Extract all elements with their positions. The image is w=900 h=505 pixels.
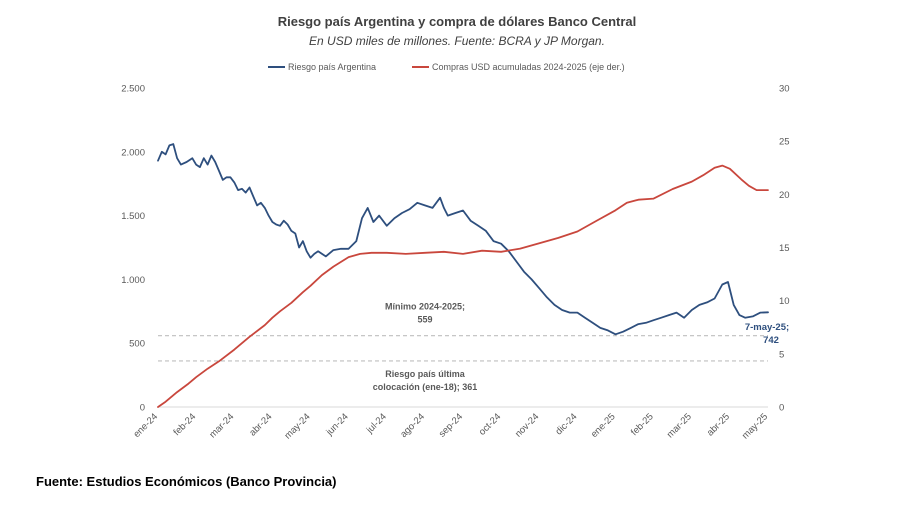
- chart-subtitle: En USD miles de millones. Fuente: BCRA y…: [309, 34, 605, 48]
- y-right-tick-label: 20: [779, 190, 790, 201]
- legend: Riesgo país Argentina Compras USD acumul…: [268, 62, 625, 72]
- legend-label-riesgo: Riesgo país Argentina: [288, 62, 376, 72]
- series-line-riesgo-pais: [157, 143, 769, 336]
- y-left-tick-label: 1.500: [121, 211, 145, 222]
- x-tick-label: abr-24: [247, 411, 274, 438]
- x-tick-label: dic-24: [553, 411, 579, 437]
- y-left-tick-label: 500: [129, 339, 145, 350]
- x-tick-label: feb-24: [171, 411, 198, 438]
- x-tick-label: nov-24: [513, 411, 541, 439]
- end-label: 7-may-25; 742: [745, 322, 789, 346]
- end-label-line2: 742: [763, 335, 779, 346]
- x-tick-label: jun-24: [324, 411, 351, 438]
- x-tick-label: ene-25: [589, 411, 618, 440]
- end-label-line1: 7-may-25;: [745, 322, 789, 333]
- x-tick-label: abr-25: [705, 411, 732, 438]
- y-axis-right: 0 5 10 15 20 25 30: [779, 84, 790, 414]
- x-tick-label: may-25: [740, 411, 770, 441]
- x-tick-label: ago-24: [398, 411, 427, 440]
- y-right-tick-label: 5: [779, 349, 784, 360]
- y-left-tick-label: 2.500: [121, 84, 145, 95]
- x-tick-label: may-24: [282, 411, 312, 441]
- reference-label-line2: 559: [417, 315, 432, 325]
- x-tick-label: oct-24: [477, 411, 503, 437]
- legend-label-compras: Compras USD acumuladas 2024-2025 (eje de…: [432, 62, 625, 72]
- chart: Riesgo país Argentina y compra de dólare…: [121, 14, 790, 442]
- y-axis-left: 0 500 1.000 1.500 2.000 2.500: [121, 84, 145, 414]
- x-tick-label: sep-24: [437, 411, 465, 439]
- x-tick-label: mar-24: [207, 411, 236, 440]
- reference-label-line1: Riesgo país última: [385, 369, 466, 379]
- y-right-tick-label: 10: [779, 296, 790, 307]
- y-left-tick-label: 1.000: [121, 275, 145, 286]
- y-right-tick-label: 0: [779, 403, 784, 414]
- series: [157, 143, 769, 408]
- x-tick-label: ene-24: [131, 411, 160, 440]
- chart-title: Riesgo país Argentina y compra de dólare…: [278, 14, 637, 29]
- series-line-compras-usd: [157, 164, 769, 408]
- x-axis: ene-24 feb-24 mar-24 abr-24 may-24 jun-24 jul-…: [131, 406, 770, 442]
- y-right-tick-label: 15: [779, 243, 790, 254]
- x-tick-label: jul-24: [364, 411, 389, 436]
- y-left-tick-label: 2.000: [121, 147, 145, 158]
- x-tick-label: feb-25: [629, 411, 656, 438]
- reference-label-line2: colocación (ene-18); 361: [373, 382, 478, 392]
- reference-label-line1: Mínimo 2024-2025;: [385, 302, 465, 312]
- y-left-tick-label: 0: [140, 403, 145, 414]
- y-right-tick-label: 30: [779, 84, 790, 95]
- source-note: Fuente: Estudios Económicos (Banco Provi…: [36, 474, 337, 489]
- reference-lines: Mínimo 2024-2025; 559 Riesgo país última co…: [158, 302, 768, 392]
- y-right-tick-label: 25: [779, 137, 790, 148]
- x-tick-label: mar-25: [665, 411, 694, 440]
